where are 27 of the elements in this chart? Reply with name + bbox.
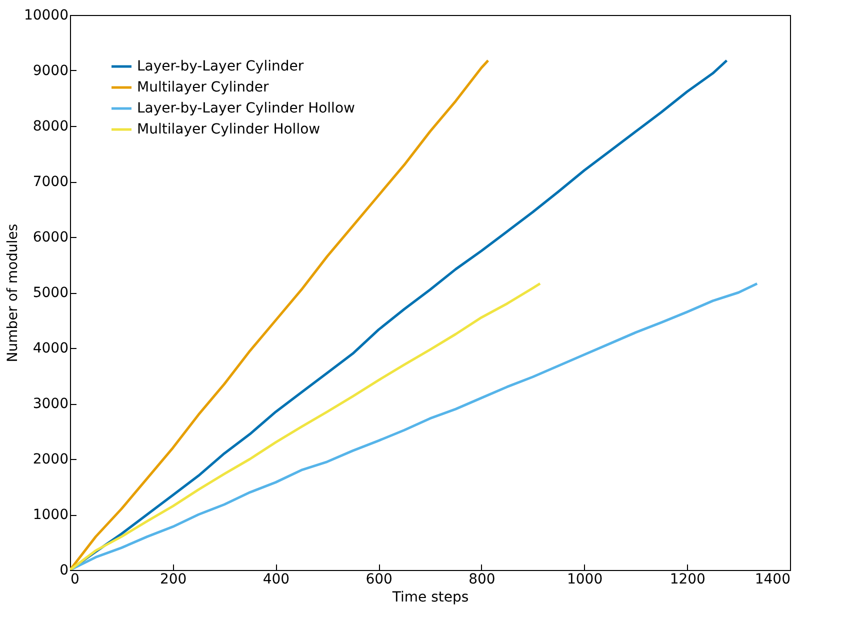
y-tick-label: 10000 <box>24 8 68 24</box>
x-tick-label: 400 <box>262 572 290 588</box>
x-tick-label: 1000 <box>566 572 603 588</box>
y-tick-label: 9000 <box>32 63 68 79</box>
y-tick-label: 1000 <box>32 507 68 523</box>
y-tick-label: 2000 <box>32 452 68 468</box>
y-tick-label: 8000 <box>32 118 68 134</box>
y-tick-label: 6000 <box>32 230 68 246</box>
y-tick-label: 4000 <box>32 340 68 356</box>
legend-label: Multilayer Cylinder Hollow <box>137 122 320 138</box>
x-tick-label: 200 <box>160 572 187 588</box>
legend-label: Layer-by-Layer Cylinder <box>137 58 304 74</box>
y-tick-label: 7000 <box>32 174 68 190</box>
x-tick-label: 1200 <box>670 572 706 588</box>
x-tick-label: 600 <box>366 572 392 588</box>
line-series <box>70 59 490 570</box>
y-tick-label: 3000 <box>32 396 68 412</box>
line-series <box>70 282 758 570</box>
line-series <box>70 282 542 570</box>
legend-label: Multilayer Cylinder <box>137 80 270 96</box>
legend-label: Layer-by-Layer Cylinder Hollow <box>137 100 355 116</box>
y-axis-title: Number of modules <box>4 224 21 362</box>
x-tick-label: 0 <box>70 572 80 588</box>
y-tick-label: 5000 <box>32 285 68 301</box>
x-axis-title: Time steps <box>391 590 469 606</box>
x-tick-label: 1400 <box>754 572 790 588</box>
x-tick-label: 800 <box>468 572 496 588</box>
